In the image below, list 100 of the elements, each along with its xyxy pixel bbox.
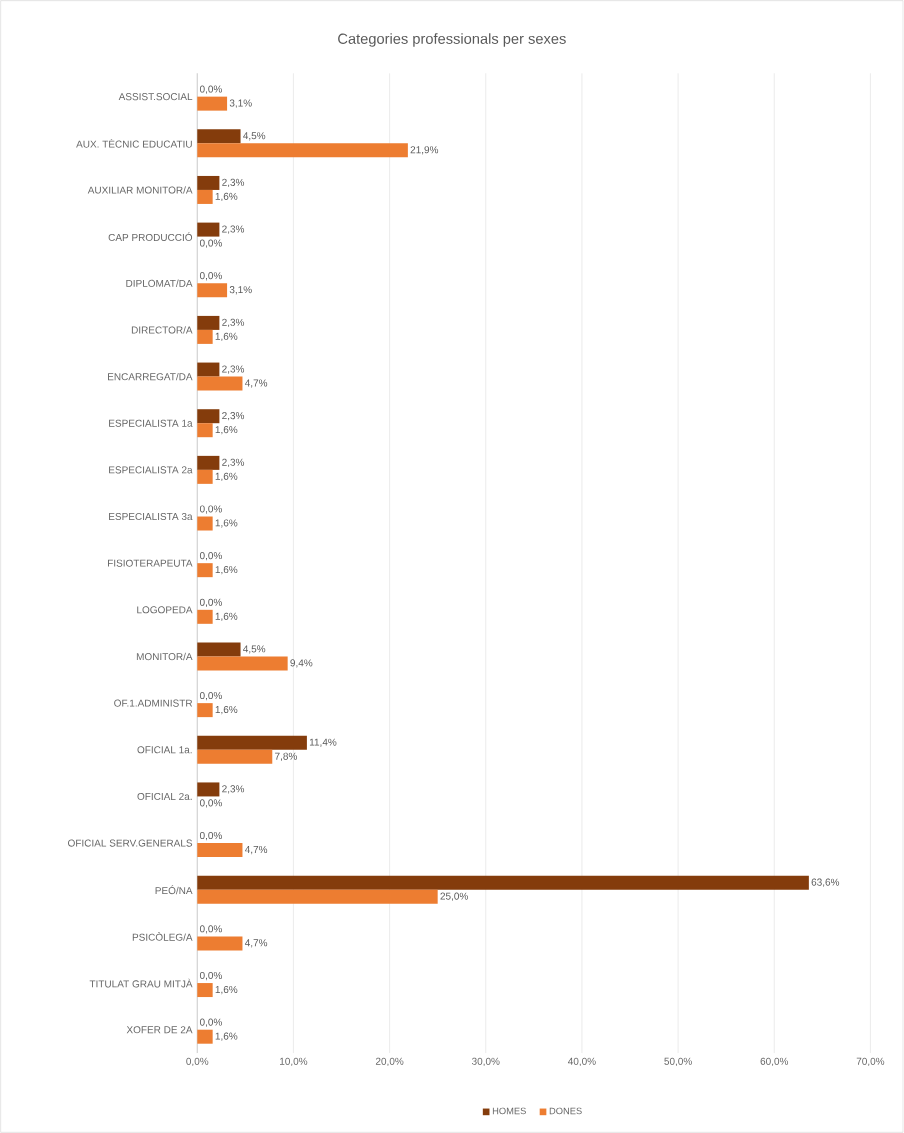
y-tick-label: ENCARREGAT/DA bbox=[108, 372, 193, 381]
bar bbox=[197, 642, 241, 657]
x-tick-label: 10,0% bbox=[280, 1057, 308, 1066]
bar bbox=[197, 735, 308, 750]
data-label: 21,9% bbox=[410, 146, 439, 155]
data-label: 0,0% bbox=[200, 831, 223, 841]
y-tick-label: LOGOPEDA bbox=[137, 606, 193, 614]
legend-label: DONES bbox=[549, 1107, 582, 1115]
bar bbox=[197, 703, 213, 718]
data-label: 2,3% bbox=[222, 178, 245, 188]
y-tick-label: ASSIST.SOCIAL bbox=[118, 93, 193, 101]
bar bbox=[197, 129, 241, 144]
bar bbox=[197, 889, 438, 904]
data-label: 0,0% bbox=[200, 272, 223, 281]
y-tick-label: AUXILIAR MONITOR/A bbox=[87, 186, 193, 194]
data-label: 63,6% bbox=[811, 878, 840, 887]
y-tick-label: OFICIAL SERV.GENERALS bbox=[68, 839, 193, 847]
y-tick-label: TITULAT GRAU MITJÀ bbox=[89, 978, 193, 988]
data-label: 1,6% bbox=[215, 426, 238, 435]
y-tick-label: XOFER DE 2A bbox=[126, 1026, 193, 1034]
data-label: 1,6% bbox=[215, 612, 238, 621]
data-label: 9,4% bbox=[290, 659, 313, 668]
x-tick-label: 0,0% bbox=[186, 1057, 209, 1066]
data-label: 0,0% bbox=[200, 971, 223, 981]
x-tick-label: 40,0% bbox=[568, 1057, 596, 1066]
bar bbox=[197, 875, 809, 890]
bar bbox=[197, 843, 243, 858]
bar bbox=[197, 409, 220, 424]
y-tick-label: FISIOTERAPEUTA bbox=[108, 559, 193, 567]
x-tick-label: 50,0% bbox=[664, 1057, 693, 1066]
data-label: 4,7% bbox=[245, 939, 268, 948]
bar bbox=[197, 469, 213, 484]
bar bbox=[197, 329, 213, 344]
bar bbox=[197, 936, 243, 951]
data-label: 2,3% bbox=[222, 365, 245, 374]
bar bbox=[197, 143, 408, 158]
data-label: 0,0% bbox=[200, 692, 223, 701]
y-tick-label: PSICÒLEG/A bbox=[132, 932, 193, 941]
bar bbox=[197, 376, 243, 391]
data-label: 0,0% bbox=[200, 598, 223, 607]
y-tick-label: AUX. TÈCNIC EDUCATIU bbox=[76, 138, 192, 148]
bar bbox=[197, 455, 220, 470]
data-label: 2,3% bbox=[222, 318, 245, 328]
bar bbox=[197, 516, 213, 531]
data-label: 2,3% bbox=[222, 458, 245, 467]
data-label: 1,6% bbox=[215, 332, 238, 342]
data-label: 0,0% bbox=[200, 85, 223, 94]
y-tick-label: DIRECTOR/A bbox=[132, 326, 193, 334]
data-label: 4,5% bbox=[243, 645, 266, 654]
bar bbox=[197, 423, 213, 438]
bar bbox=[197, 315, 220, 330]
data-label: 4,7% bbox=[245, 845, 268, 855]
data-label: 2,3% bbox=[222, 412, 245, 421]
y-tick-label: PEÓ/NA bbox=[155, 885, 193, 895]
data-label: 0,0% bbox=[200, 552, 223, 561]
data-label: 1,6% bbox=[215, 192, 238, 202]
y-tick-label: ESPECIALISTA 1a bbox=[109, 419, 193, 427]
data-label: 4,5% bbox=[243, 132, 266, 141]
data-label: 2,3% bbox=[222, 225, 245, 234]
data-label: 0,0% bbox=[200, 239, 223, 248]
y-tick-label: ESPECIALISTA 3a bbox=[109, 512, 193, 521]
data-label: 1,6% bbox=[215, 519, 238, 528]
data-label: 25,0% bbox=[440, 892, 469, 901]
x-tick-label: 30,0% bbox=[472, 1057, 500, 1066]
bar bbox=[197, 983, 213, 998]
x-tick-label: 70,0% bbox=[856, 1057, 885, 1066]
data-label: 7,8% bbox=[275, 752, 298, 761]
bar bbox=[197, 283, 228, 298]
bar bbox=[197, 609, 213, 624]
y-tick-label: MONITOR/A bbox=[137, 652, 193, 661]
data-label: 1,6% bbox=[215, 985, 238, 995]
y-tick-label: CAP PRODUCCIÓ bbox=[108, 232, 193, 241]
bar bbox=[197, 222, 220, 237]
bar bbox=[197, 563, 213, 578]
data-label: 2,3% bbox=[222, 785, 245, 794]
bar bbox=[197, 189, 213, 204]
data-label: 0,0% bbox=[200, 925, 223, 934]
data-label: 1,6% bbox=[215, 1032, 238, 1041]
y-tick-label: ESPECIALISTA 2a bbox=[109, 466, 193, 474]
bar bbox=[197, 749, 273, 764]
bar bbox=[197, 96, 228, 111]
data-label: 3,1% bbox=[229, 99, 252, 108]
y-tick-label: OF.1.ADMINISTR bbox=[114, 699, 193, 707]
data-label: 0,0% bbox=[200, 505, 223, 514]
bar bbox=[197, 782, 220, 797]
chart-title: Categories professionals per sexes bbox=[338, 33, 566, 47]
data-label: 11,4% bbox=[310, 738, 337, 747]
data-label: 4,7% bbox=[245, 379, 268, 388]
data-label: 1,6% bbox=[215, 566, 238, 575]
x-tick-label: 20,0% bbox=[376, 1057, 404, 1066]
bar bbox=[197, 362, 220, 377]
y-tick-label: DIPLOMAT/DA bbox=[126, 279, 193, 287]
legend-label: HOMES bbox=[493, 1107, 527, 1115]
data-label: 1,6% bbox=[215, 472, 238, 481]
data-label: 0,0% bbox=[200, 1018, 223, 1027]
data-label: 0,0% bbox=[200, 799, 223, 808]
data-label: 3,1% bbox=[229, 286, 252, 295]
bar bbox=[197, 175, 220, 190]
bar bbox=[197, 656, 288, 671]
bar bbox=[197, 1029, 213, 1044]
